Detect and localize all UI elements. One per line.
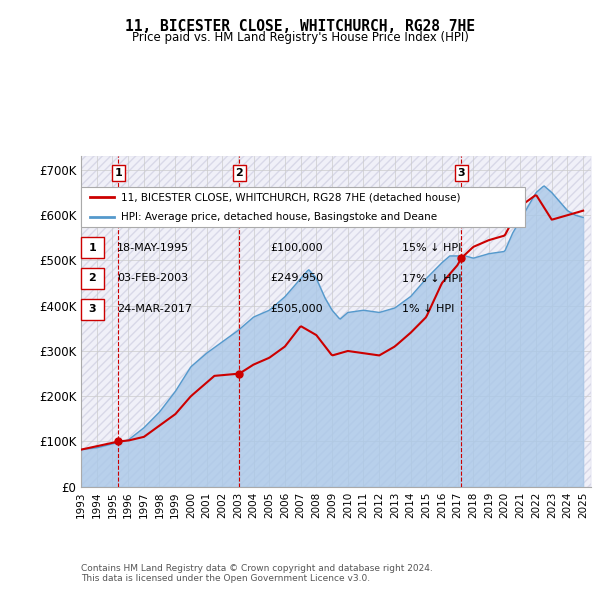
FancyBboxPatch shape: [81, 187, 525, 227]
Text: £249,950: £249,950: [270, 274, 323, 283]
Text: 1% ↓ HPI: 1% ↓ HPI: [402, 304, 454, 314]
Text: 24-MAR-2017: 24-MAR-2017: [117, 304, 192, 314]
Text: £100,000: £100,000: [270, 243, 323, 253]
Text: £505,000: £505,000: [270, 304, 323, 314]
Text: 17% ↓ HPI: 17% ↓ HPI: [402, 274, 461, 283]
Text: 03-FEB-2003: 03-FEB-2003: [117, 274, 188, 283]
Text: 2: 2: [89, 274, 96, 283]
Text: 15% ↓ HPI: 15% ↓ HPI: [402, 243, 461, 253]
Text: 1: 1: [89, 243, 96, 253]
Text: 11, BICESTER CLOSE, WHITCHURCH, RG28 7HE (detached house): 11, BICESTER CLOSE, WHITCHURCH, RG28 7HE…: [121, 192, 460, 202]
Text: 18-MAY-1995: 18-MAY-1995: [117, 243, 189, 253]
Text: 11, BICESTER CLOSE, WHITCHURCH, RG28 7HE: 11, BICESTER CLOSE, WHITCHURCH, RG28 7HE: [125, 19, 475, 34]
Text: 3: 3: [457, 168, 465, 178]
Text: Price paid vs. HM Land Registry's House Price Index (HPI): Price paid vs. HM Land Registry's House …: [131, 31, 469, 44]
Text: HPI: Average price, detached house, Basingstoke and Deane: HPI: Average price, detached house, Basi…: [121, 212, 437, 222]
Text: Contains HM Land Registry data © Crown copyright and database right 2024.
This d: Contains HM Land Registry data © Crown c…: [81, 563, 433, 583]
Text: 3: 3: [89, 304, 96, 314]
Text: 1: 1: [115, 168, 122, 178]
Text: 2: 2: [235, 168, 243, 178]
